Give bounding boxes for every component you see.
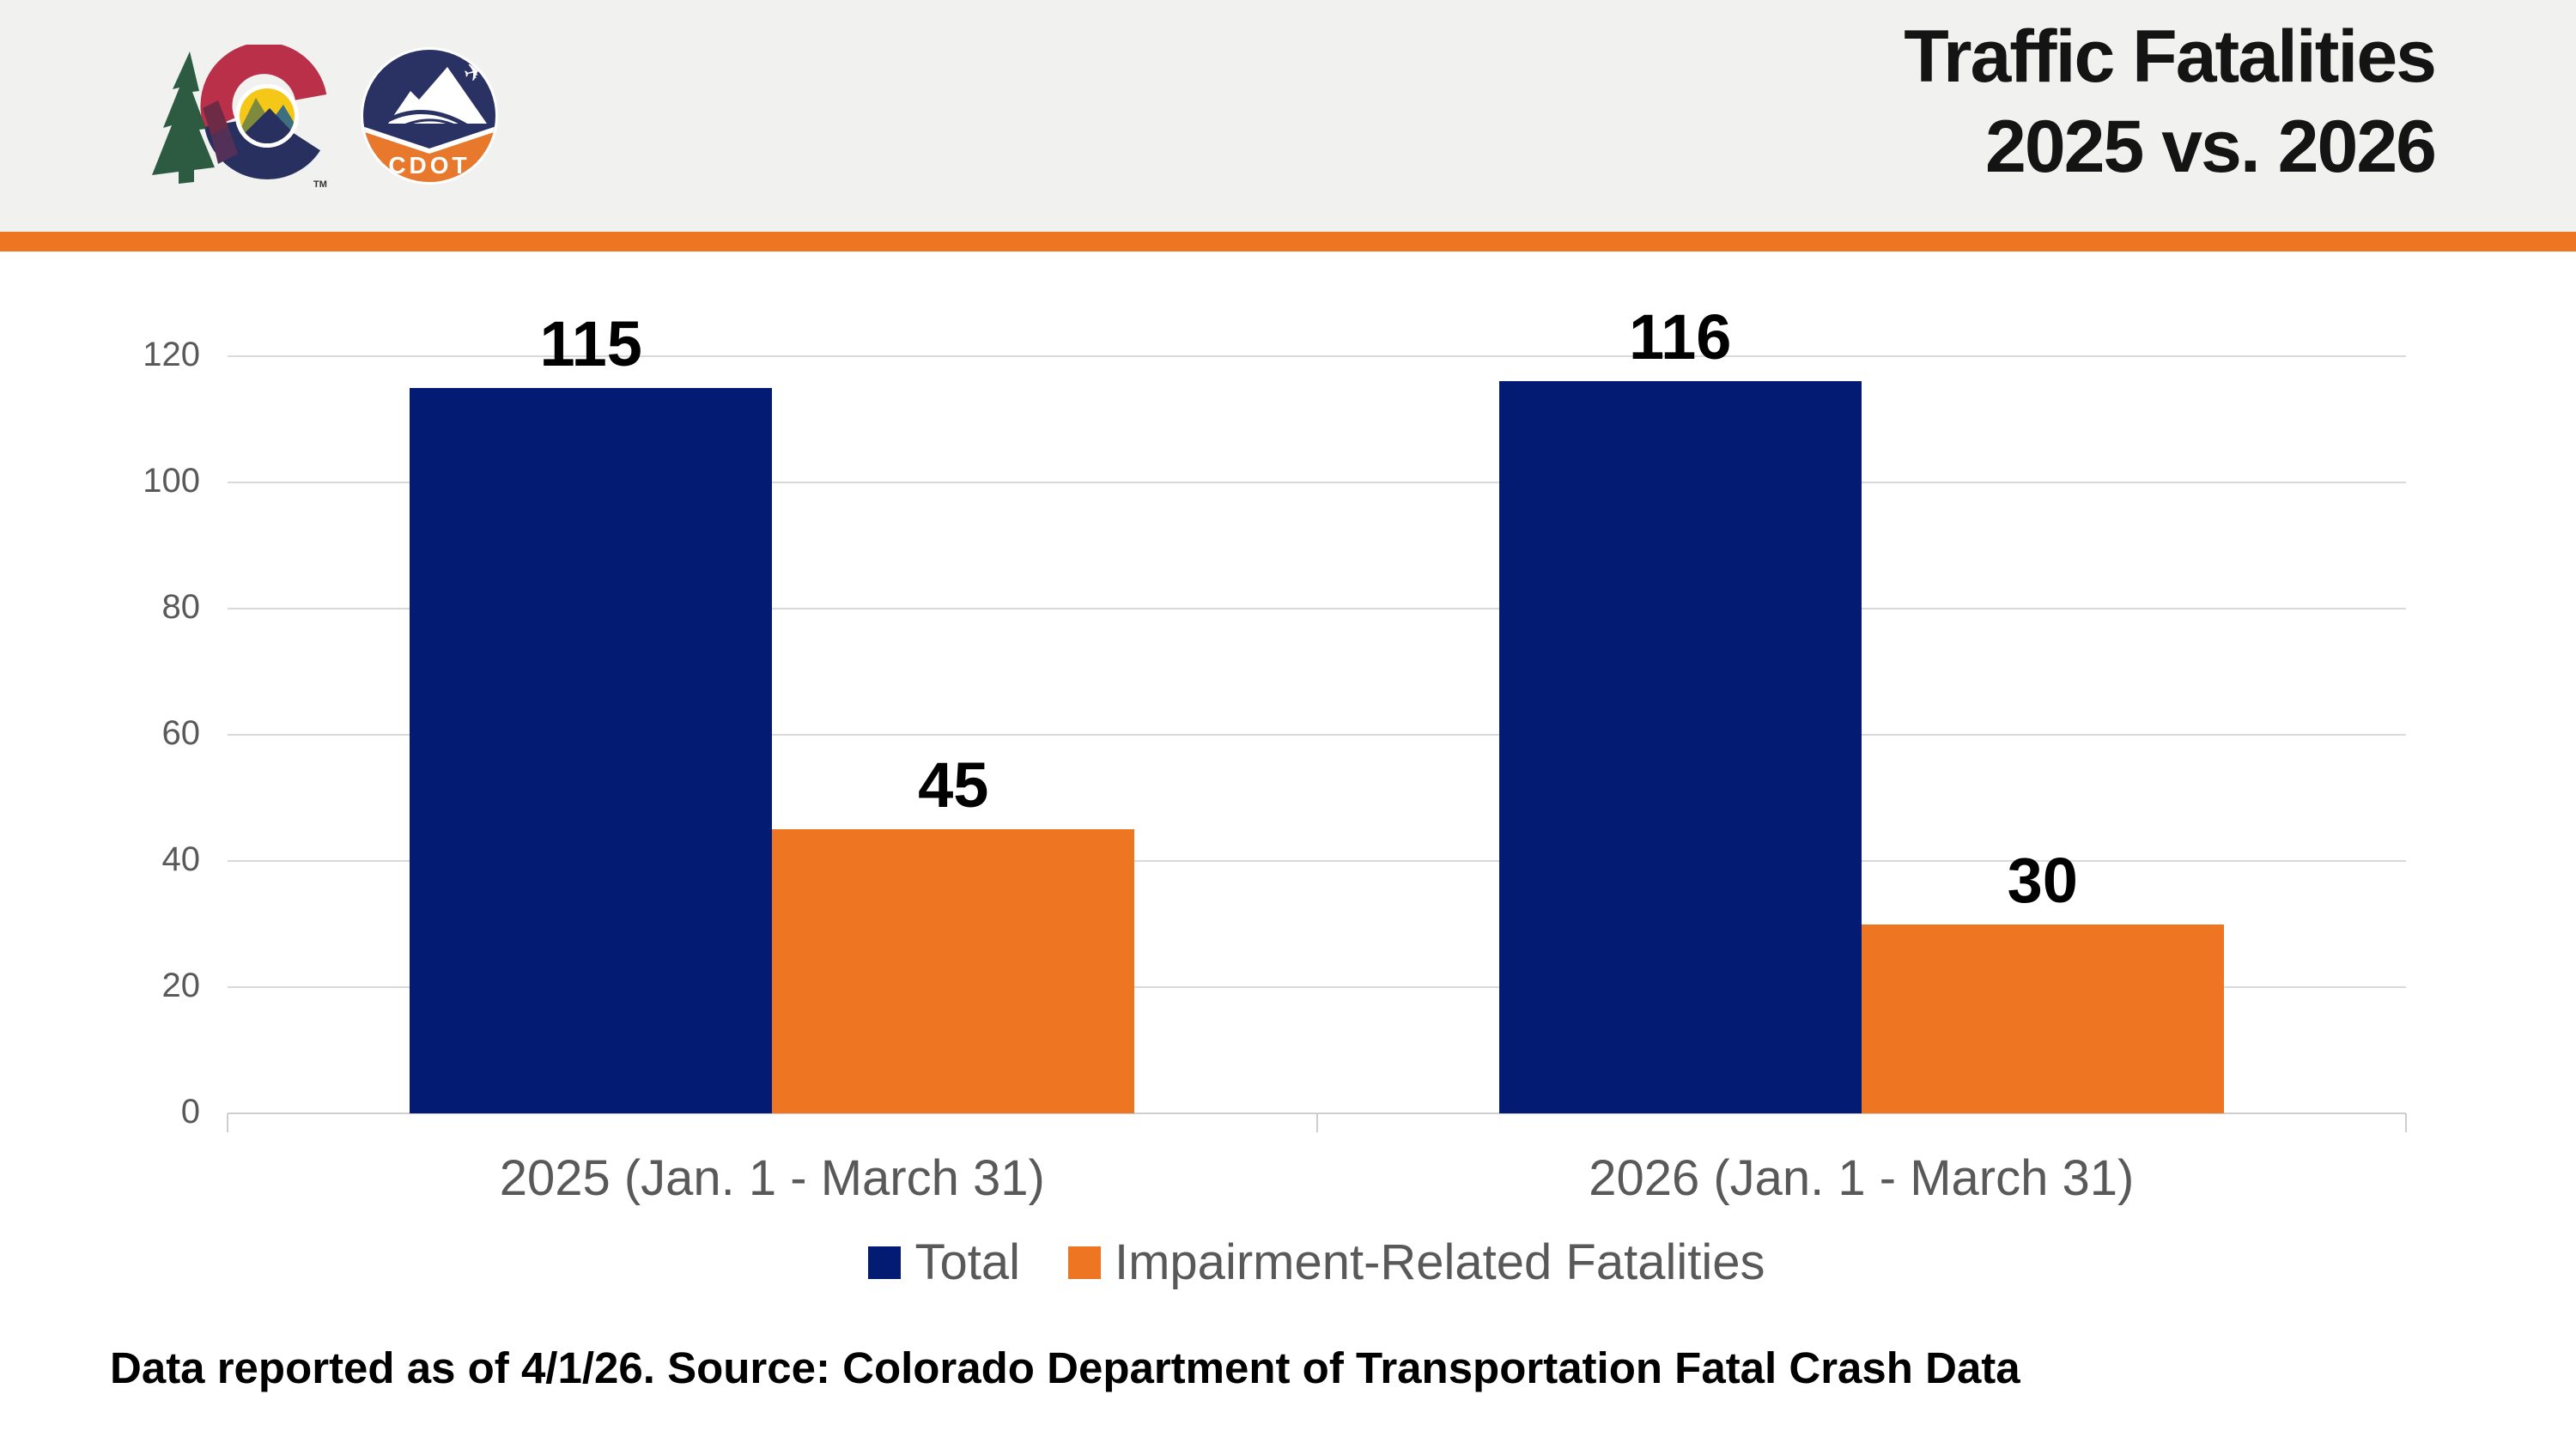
- bar-value-label: 45: [918, 749, 989, 822]
- legend-item: Total: [868, 1234, 1020, 1291]
- bar-total-2025: [410, 387, 773, 1113]
- bar-impairment-related-fatalities-2025: [772, 829, 1135, 1113]
- overlap-maroon-shape: [203, 100, 228, 136]
- orange-divider: [0, 232, 2576, 252]
- mountain-icon: [388, 67, 487, 124]
- x-axis-tick-1: [1315, 1113, 1318, 1132]
- header: TM ✈ CDOT Traffic Fatalities: [0, 0, 2576, 232]
- trademark-label: TM: [313, 179, 327, 190]
- source-note: Data reported as of 4/1/26. Source: Colo…: [110, 1343, 2020, 1392]
- title-line-1: Traffic Fatalities: [1904, 15, 2437, 98]
- cdot-logo: ✈ CDOT: [361, 47, 498, 185]
- bar-total-2026: [1498, 381, 1862, 1113]
- gridline-120: [228, 355, 2406, 357]
- gridline-100: [228, 482, 2406, 483]
- gridline-20: [228, 986, 2406, 988]
- legend-label: Impairment-Related Fatalities: [1115, 1234, 1765, 1290]
- road-line-icon: [399, 118, 468, 134]
- bar-chart: Total Impairment-Related Fatalities 0 20 40…: [143, 306, 2407, 1290]
- cdot-label: CDOT: [388, 152, 470, 179]
- y-axis-label-40: 40: [161, 840, 201, 878]
- y-axis-label-60: 60: [161, 714, 201, 752]
- legend-label: Total: [914, 1234, 1020, 1290]
- y-axis-label-80: 80: [161, 588, 201, 626]
- pine-tree-icon: [152, 52, 215, 184]
- legend: Total Impairment-Related Fatalities: [228, 1234, 2406, 1291]
- y-axis-label-20: 20: [161, 967, 201, 1004]
- x-axis-tick-0: [227, 1113, 228, 1132]
- legend-item: Impairment-Related Fatalities: [1068, 1234, 1765, 1291]
- x-axis-tick-2: [2405, 1113, 2407, 1132]
- bar-value-label: 115: [539, 307, 642, 379]
- legend-swatch-icon: [868, 1246, 902, 1279]
- legend-swatch-icon: [1068, 1246, 1101, 1279]
- y-axis-label-120: 120: [143, 336, 200, 373]
- overlap-plum-shape: [211, 127, 238, 164]
- bar-impairment-related-fatalities-2026: [1861, 924, 2224, 1113]
- road-icon: [383, 110, 471, 130]
- gridline-80: [228, 608, 2406, 609]
- x-axis-label-0: 2025 (Jan. 1 - March 31): [499, 1150, 1045, 1206]
- gridline-60: [228, 734, 2406, 736]
- gridline-40: [228, 860, 2406, 862]
- bar-value-label: 30: [2007, 844, 2078, 916]
- x-axis-label-1: 2026 (Jan. 1 - March 31): [1589, 1150, 2135, 1206]
- title-line-2: 2025 vs. 2026: [1985, 105, 2437, 188]
- colorado-logo: TM: [152, 45, 327, 190]
- y-axis-label-0: 0: [180, 1093, 200, 1131]
- y-axis-label-100: 100: [143, 462, 200, 500]
- logo-group: TM ✈ CDOT: [146, 45, 503, 191]
- page-title: Traffic Fatalities 2025 vs. 2026: [1904, 12, 2437, 192]
- bar-value-label: 116: [1629, 301, 1732, 373]
